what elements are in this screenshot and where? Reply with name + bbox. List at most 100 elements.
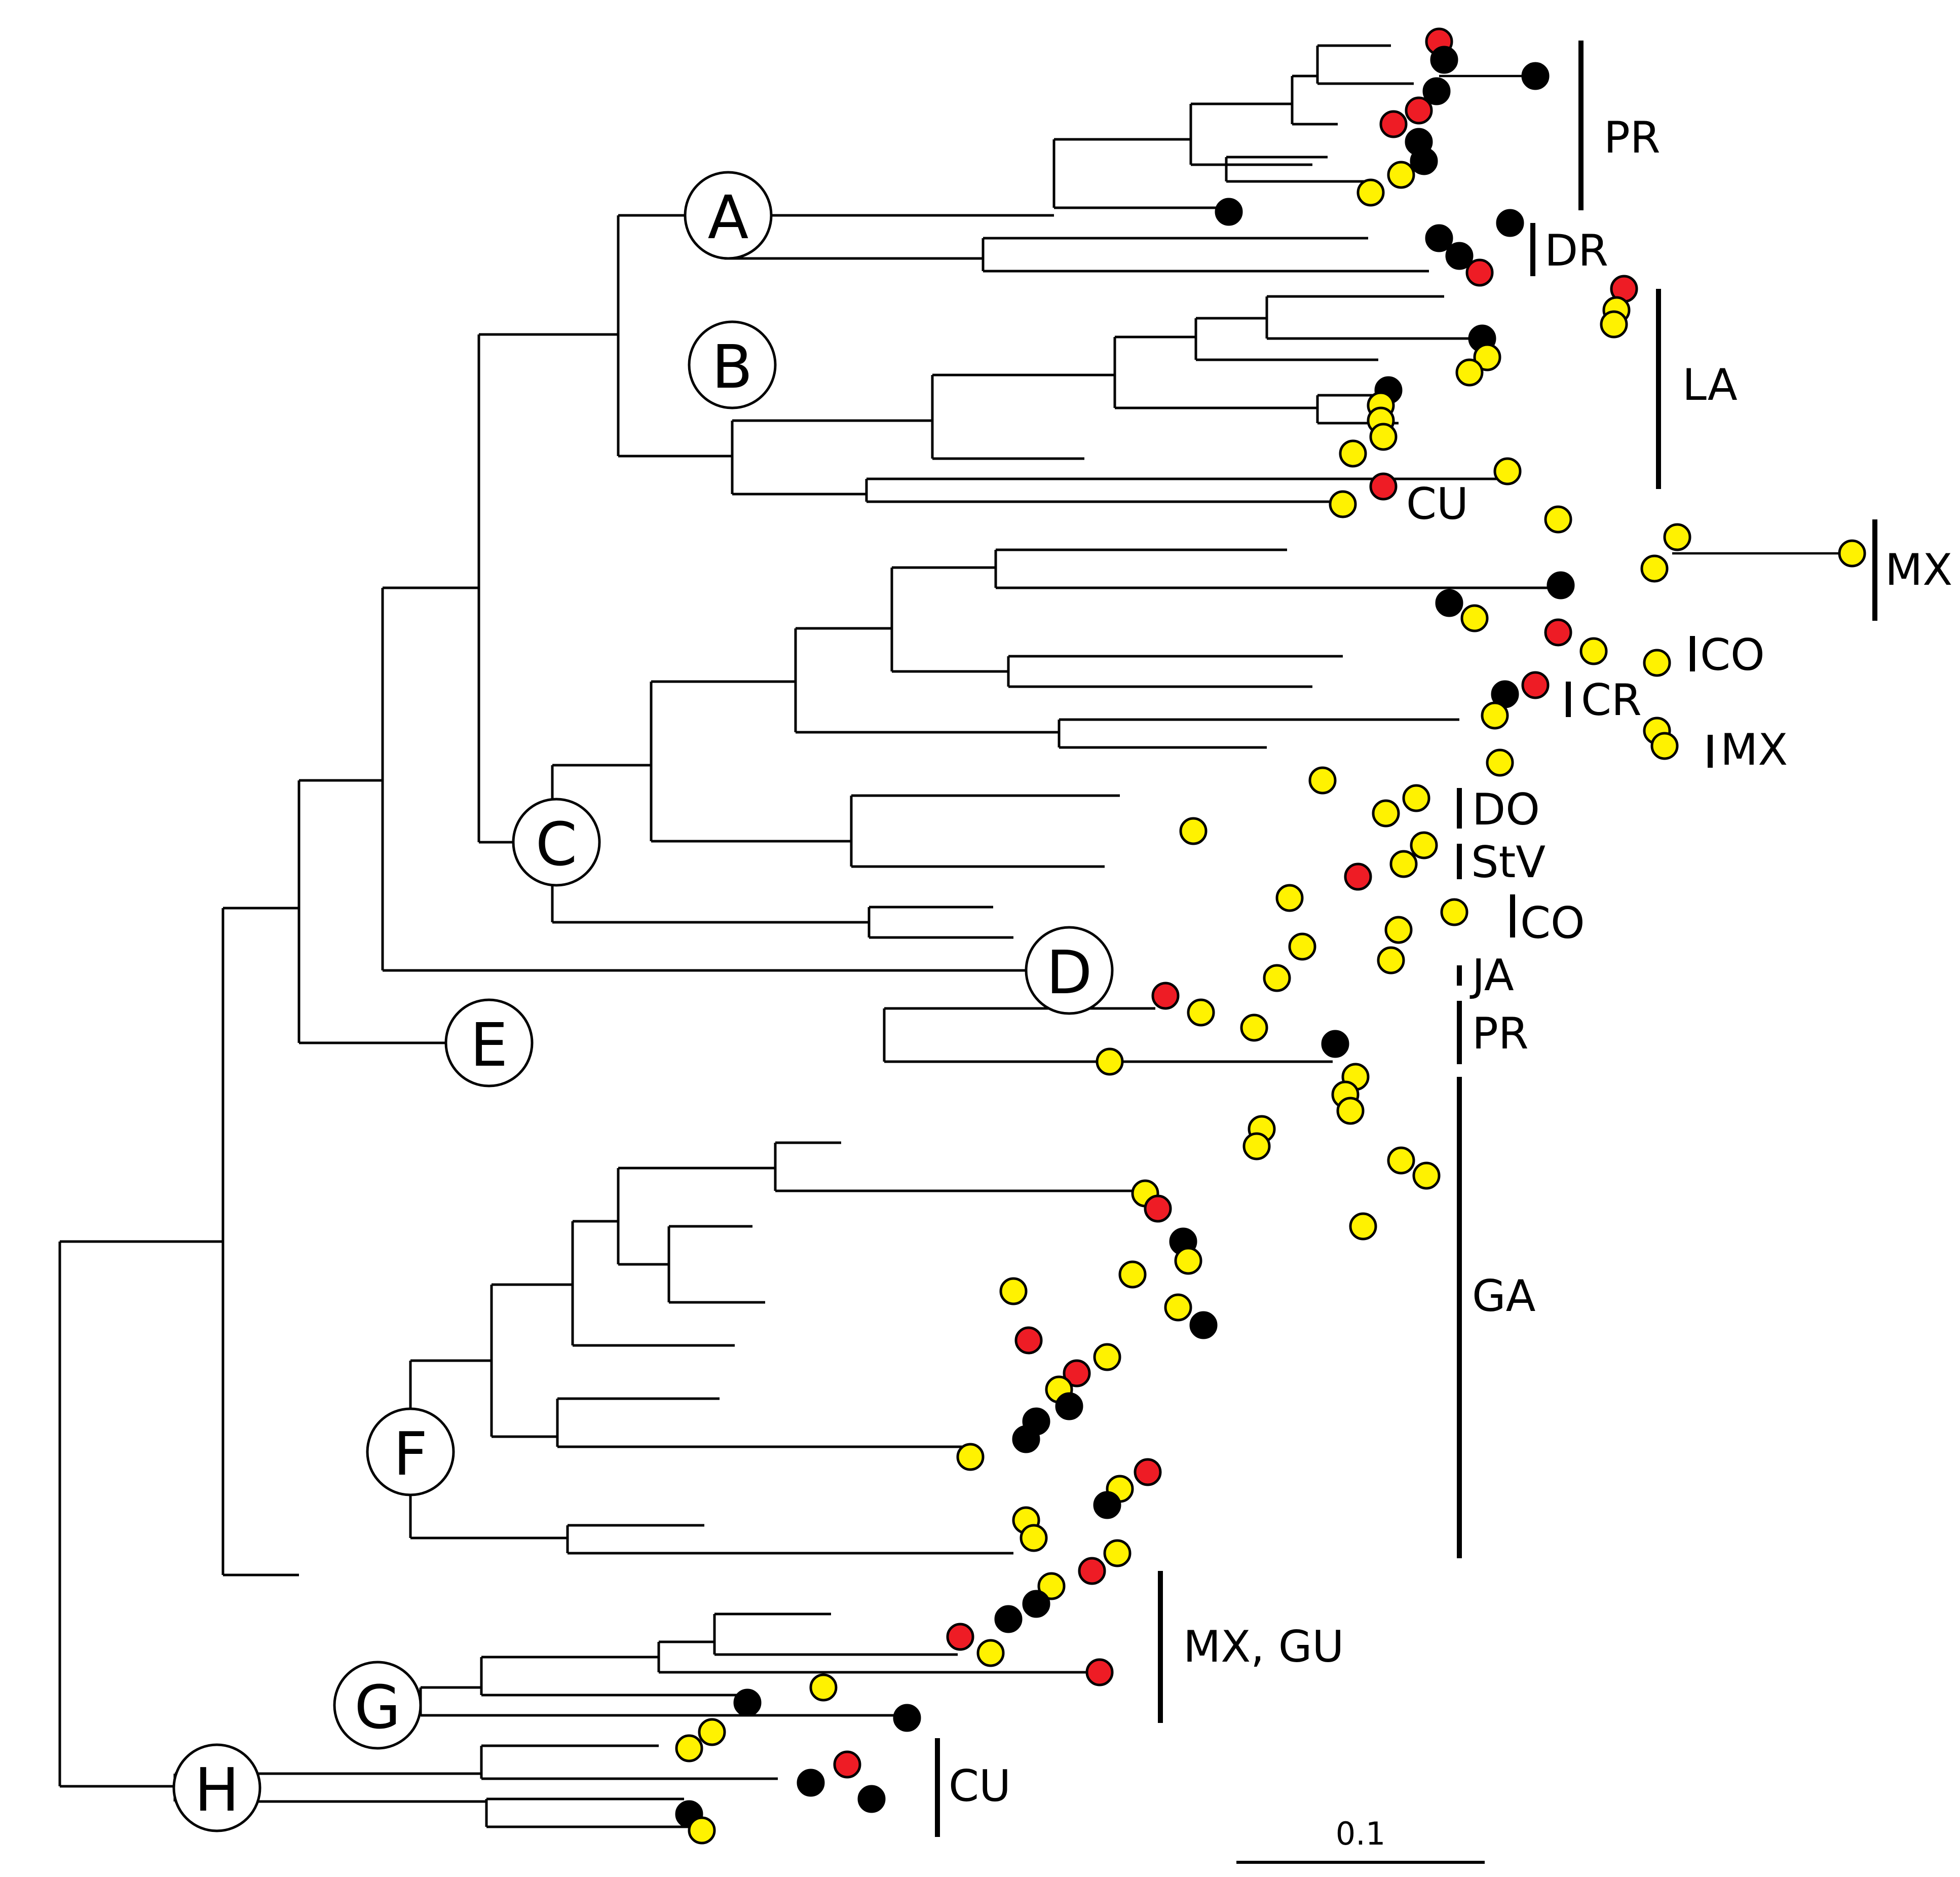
node-d: D	[1025, 926, 1114, 1015]
tip-yellow	[1037, 1572, 1066, 1600]
tip-yellow	[1174, 1247, 1202, 1275]
tip-yellow	[1643, 649, 1671, 677]
tip-red	[1465, 258, 1494, 287]
tip-red	[1369, 472, 1398, 501]
tip-yellow	[1096, 1047, 1124, 1076]
branch-f-ga5	[556, 1397, 963, 1448]
tip-black	[1189, 1311, 1218, 1339]
tip-black	[1055, 1392, 1083, 1420]
tip-yellow	[1349, 1212, 1377, 1241]
tip-black	[1547, 571, 1575, 599]
branch-f-ga4	[667, 1225, 765, 1304]
tip-yellow	[1600, 310, 1628, 339]
node-d-label: D	[1046, 937, 1092, 1007]
clade-label-la: LA	[1682, 360, 1738, 410]
tip-yellow	[1308, 766, 1337, 795]
branch-a-dr	[982, 237, 1429, 273]
clade-label-co-1: CO	[1700, 630, 1765, 681]
branch-a-pr-top3	[1316, 44, 1414, 85]
tip-black	[1410, 147, 1438, 175]
scale-bar-label: 0.1	[1336, 1815, 1386, 1852]
branch-f-ga6	[566, 1524, 1013, 1555]
tip-yellow	[1187, 998, 1215, 1027]
node-a: A	[684, 171, 773, 260]
clade-label-mx-1: MX	[1885, 545, 1952, 595]
tip-red	[1521, 671, 1550, 699]
branch-b	[731, 419, 932, 496]
branch-root	[58, 1240, 223, 1788]
tip-red	[833, 1750, 861, 1779]
tip-black	[1425, 224, 1453, 252]
branch-b-la-top	[1113, 335, 1317, 409]
tip-red	[1078, 1557, 1106, 1585]
tip-yellow	[1410, 831, 1438, 859]
node-e-label: E	[470, 1010, 508, 1080]
tip-yellow	[1356, 178, 1385, 207]
branch-c-do	[850, 794, 1120, 868]
tip-yellow	[1263, 964, 1291, 992]
branch-c-mx-top	[890, 566, 1008, 673]
tip-red	[1085, 1658, 1114, 1686]
tip-yellow	[1440, 898, 1468, 926]
tip-yellow	[1275, 884, 1304, 912]
branch-g-mx	[480, 1656, 740, 1697]
tip-yellow	[1486, 748, 1514, 777]
tip-black	[893, 1704, 921, 1732]
branch-c-mx-lower	[1058, 718, 1459, 749]
tip-yellow	[976, 1639, 1005, 1667]
tip-yellow	[1640, 554, 1669, 583]
tip-yellow	[1242, 1132, 1271, 1160]
tip-red	[1151, 982, 1180, 1010]
tip-yellow	[1473, 343, 1501, 371]
tip-black	[1521, 62, 1550, 90]
branch-f-ga2	[617, 1167, 775, 1266]
node-b-label: B	[712, 332, 753, 402]
tip-black	[1445, 242, 1474, 270]
branch-c-mx	[794, 627, 1059, 734]
tip-yellow	[1240, 1013, 1268, 1042]
clade-label-do: DO	[1472, 784, 1540, 835]
tip-black	[1496, 209, 1524, 237]
clade-label-ga: GA	[1472, 1271, 1536, 1322]
tip-black	[1435, 589, 1463, 617]
tip-yellow	[688, 1816, 716, 1845]
tip-yellow	[999, 1277, 1028, 1305]
tip-yellow	[1288, 932, 1316, 961]
tip-black	[857, 1785, 886, 1813]
clade-label-mx-gu: MX, GU	[1183, 1622, 1344, 1672]
tip-red	[1379, 110, 1408, 138]
node-labels: A B C D E F G H	[172, 171, 1114, 1832]
branch-f-ga1	[571, 1220, 735, 1347]
node-g-label: G	[354, 1672, 400, 1742]
tip-black	[1093, 1491, 1121, 1519]
branch-c-co	[1007, 655, 1343, 688]
tip-black	[1022, 1590, 1050, 1618]
branch-backbone-3	[381, 586, 1062, 972]
tip-red	[1405, 96, 1433, 125]
branch-b-la-top2	[1194, 317, 1378, 361]
branch-c-upper	[650, 680, 851, 843]
tree-branches	[58, 44, 1558, 1828]
branch-g-mx2	[657, 1640, 1100, 1674]
node-c: C	[512, 798, 601, 887]
tip-yellow	[1093, 1343, 1121, 1371]
tip-yellow	[1387, 161, 1415, 189]
tip-yellow	[1164, 1293, 1192, 1322]
tip-yellow	[1329, 490, 1357, 518]
tip-yellow	[1412, 1161, 1441, 1190]
tip-yellow	[675, 1734, 703, 1762]
node-b: B	[688, 320, 777, 409]
tip-yellow	[1384, 916, 1413, 944]
tip-black	[733, 1688, 762, 1717]
tip-red	[1544, 618, 1572, 647]
tip-yellow	[698, 1718, 726, 1746]
tip-yellow	[1103, 1539, 1132, 1567]
clade-label-cr: CR	[1581, 675, 1642, 726]
clade-label-cu-h: CU	[949, 1761, 1011, 1812]
tip-yellow	[1650, 732, 1679, 760]
tip-yellow	[956, 1443, 985, 1471]
tip-black	[797, 1769, 825, 1797]
branch-h-1	[480, 1744, 778, 1780]
tip-black	[994, 1605, 1023, 1633]
